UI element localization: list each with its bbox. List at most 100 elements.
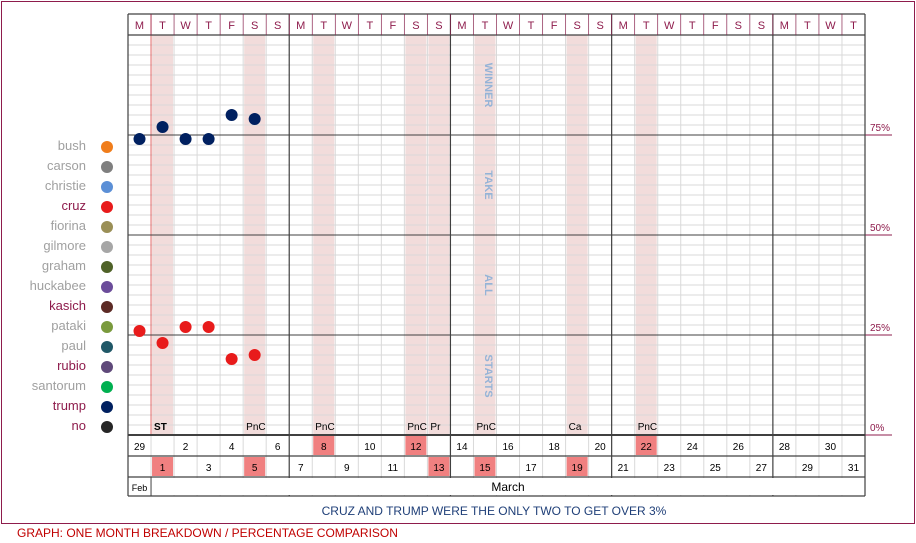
date-label: 20 [595, 442, 607, 453]
day-header: S [596, 20, 603, 32]
date-label: 7 [298, 463, 304, 474]
vertical-annotation: TAKE [482, 170, 494, 199]
legend-marker [101, 201, 113, 213]
day-header: W [664, 20, 675, 32]
legend-marker [101, 221, 113, 233]
date-label: 28 [779, 442, 791, 453]
day-header: T [320, 20, 327, 32]
data-point-cruz [133, 325, 146, 337]
legend-item-rubio: rubio [2, 356, 116, 376]
legend-marker [101, 281, 113, 293]
date-label: 21 [618, 463, 630, 474]
legend-item-paul: paul [2, 336, 116, 356]
date-label: 16 [502, 442, 514, 453]
y-tick-label: 25% [870, 323, 890, 334]
data-point-trump [133, 133, 146, 145]
date-highlight [474, 457, 496, 476]
event-label: Pr [430, 422, 441, 433]
date-highlight [405, 436, 427, 455]
month-label-march: March [491, 480, 524, 494]
legend-label: no [71, 418, 86, 433]
legend-marker [101, 181, 113, 193]
event-label: PnC [476, 422, 495, 433]
date-label: 29 [802, 463, 814, 474]
legend-label: rubio [57, 358, 86, 373]
day-header: F [389, 20, 396, 32]
date-highlight [635, 436, 657, 455]
day-header: F [551, 20, 558, 32]
day-header: W [342, 20, 353, 32]
date-label: 29 [134, 442, 146, 453]
day-header: T [850, 20, 857, 32]
y-tick-label: 75% [870, 123, 890, 134]
legend-item-christie: christie [2, 176, 116, 196]
legend-marker [101, 141, 113, 153]
date-label: 5 [252, 463, 258, 474]
date-label: 23 [664, 463, 676, 474]
date-label: 10 [364, 442, 376, 453]
day-header: T [689, 20, 696, 32]
date-highlight [566, 457, 588, 476]
date-label: 14 [456, 442, 468, 453]
event-label: Ca [569, 422, 582, 433]
legend-label: santorum [31, 378, 86, 393]
day-header: M [135, 20, 144, 32]
event-label: ST [154, 422, 167, 433]
event-label: PnC [315, 422, 334, 433]
data-point-trump [179, 133, 192, 145]
legend-label: cruz [61, 198, 86, 213]
day-header: T [482, 20, 489, 32]
date-label: 4 [229, 442, 235, 453]
legend-item-cruz: cruz [2, 196, 116, 216]
legend-label: carson [46, 158, 86, 173]
date-label: 19 [572, 463, 584, 474]
date-label: 27 [756, 463, 768, 474]
day-header: M [780, 20, 789, 32]
event-label: PnC [246, 422, 265, 433]
date-label: 11 [388, 463, 399, 474]
day-header: T [643, 20, 650, 32]
date-label: 15 [479, 463, 491, 474]
march-cell [151, 478, 864, 495]
legend-marker [101, 401, 113, 413]
month-label-feb: Feb [132, 483, 148, 493]
date-label: 8 [321, 442, 327, 453]
date-label: 2 [183, 442, 189, 453]
data-point-trump [156, 121, 169, 133]
day-header: M [296, 20, 305, 32]
data-point-cruz [248, 349, 261, 361]
day-header: S [435, 20, 442, 32]
legend-label: christie [44, 178, 86, 193]
legend-label: kasich [49, 298, 86, 313]
day-header: M [457, 20, 466, 32]
legend-item-carson: carson [2, 156, 116, 176]
vertical-annotation: ALL [482, 274, 494, 296]
data-point-cruz [202, 321, 215, 333]
legend-marker [101, 261, 113, 273]
data-point-trump [202, 133, 215, 145]
date-label: 31 [848, 463, 860, 474]
date-highlight [244, 457, 266, 476]
data-point-cruz [179, 321, 192, 333]
day-header: S [412, 20, 419, 32]
date-label: 3 [206, 463, 212, 474]
date-label: 13 [433, 463, 445, 474]
legend-marker [101, 321, 113, 333]
date-label: 24 [687, 442, 699, 453]
legend-marker [101, 421, 113, 433]
legend-label: trump [52, 398, 86, 413]
day-header: T [366, 20, 373, 32]
date-highlight [428, 457, 450, 476]
data-point-trump [225, 109, 238, 121]
y-tick-label: 50% [870, 223, 890, 234]
vertical-annotation: WINNER [482, 63, 494, 108]
date-label: 6 [275, 442, 281, 453]
day-header: T [804, 20, 811, 32]
legend-marker [101, 341, 113, 353]
legend-item-trump: trump [2, 396, 116, 416]
legend-marker [101, 381, 113, 393]
legend-label: bush [57, 138, 86, 153]
day-header: W [503, 20, 514, 32]
legend-item-graham: graham [2, 256, 116, 276]
legend-marker [101, 361, 113, 373]
